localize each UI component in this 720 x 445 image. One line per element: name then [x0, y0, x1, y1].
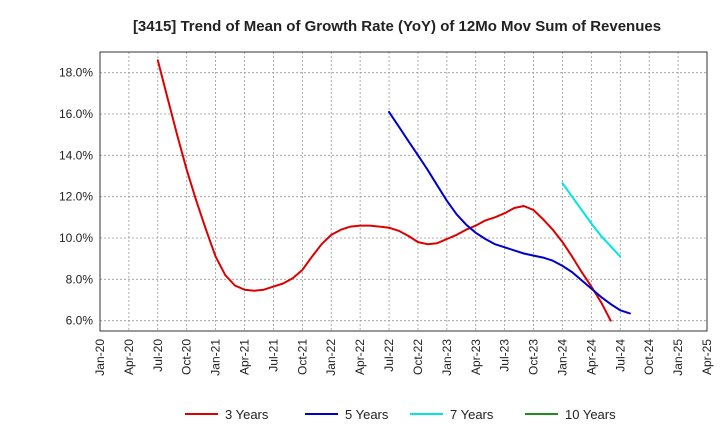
legend-label-7-years: 7 Years [450, 407, 494, 422]
chart-title: [3415] Trend of Mean of Growth Rate (YoY… [133, 18, 661, 35]
x-tick-label: Oct-20 [180, 339, 194, 375]
x-tick-label: Jul-23 [498, 339, 512, 372]
plot-background [100, 52, 707, 331]
x-tick-label: Apr-25 [700, 339, 714, 375]
x-tick-label: Jul-20 [151, 339, 165, 372]
x-tick-label: Jul-21 [266, 339, 280, 372]
x-tick-label: Oct-24 [642, 339, 656, 375]
x-tick-label: Apr-21 [238, 339, 252, 375]
x-tick-label: Jan-21 [209, 339, 223, 376]
x-tick-label: Jul-22 [382, 339, 396, 372]
y-tick-label: 12.0% [59, 190, 93, 204]
plot-frame [99, 51, 708, 332]
legend-label-3-years: 3 Years [225, 407, 269, 422]
y-tick-label: 8.0% [66, 272, 94, 286]
x-tick-label: Apr-23 [469, 339, 483, 375]
x-tick-label: Oct-23 [527, 339, 541, 375]
y-tick-label: 6.0% [66, 314, 94, 328]
y-tick-label: 18.0% [59, 66, 93, 80]
y-tick-label: 14.0% [59, 148, 93, 162]
x-tick-label: Apr-20 [122, 339, 136, 375]
legend-label-5-years: 5 Years [345, 407, 389, 422]
x-tick-label: Oct-21 [295, 339, 309, 375]
x-tick-label: Apr-22 [353, 339, 367, 375]
y-tick-label: 16.0% [59, 107, 93, 121]
x-tick-label: Jan-24 [555, 339, 569, 376]
legend-label-10-years: 10 Years [565, 407, 616, 422]
x-tick-label: Jan-20 [93, 339, 107, 376]
series-line-3-years [156, 59, 612, 322]
series-line-5-years [388, 110, 631, 315]
x-tick-label: Jul-24 [613, 339, 627, 372]
x-tick-label: Jan-22 [324, 339, 338, 376]
series-line-7-years [561, 182, 622, 258]
x-tick-label: Oct-22 [411, 339, 425, 375]
x-tick-label: Apr-24 [584, 339, 598, 375]
x-tick-label: Jan-23 [440, 339, 454, 376]
plot-area: Jan-20 Apr-20 Jul-20 Oct-20 Jan-21 Apr-21 Jul-… [59, 51, 714, 376]
legend: 3 Years 5 Years 7 Years 10 Years [185, 407, 616, 422]
y-tick-label: 10.0% [59, 231, 93, 245]
x-tick-label: Jan-25 [671, 339, 685, 376]
